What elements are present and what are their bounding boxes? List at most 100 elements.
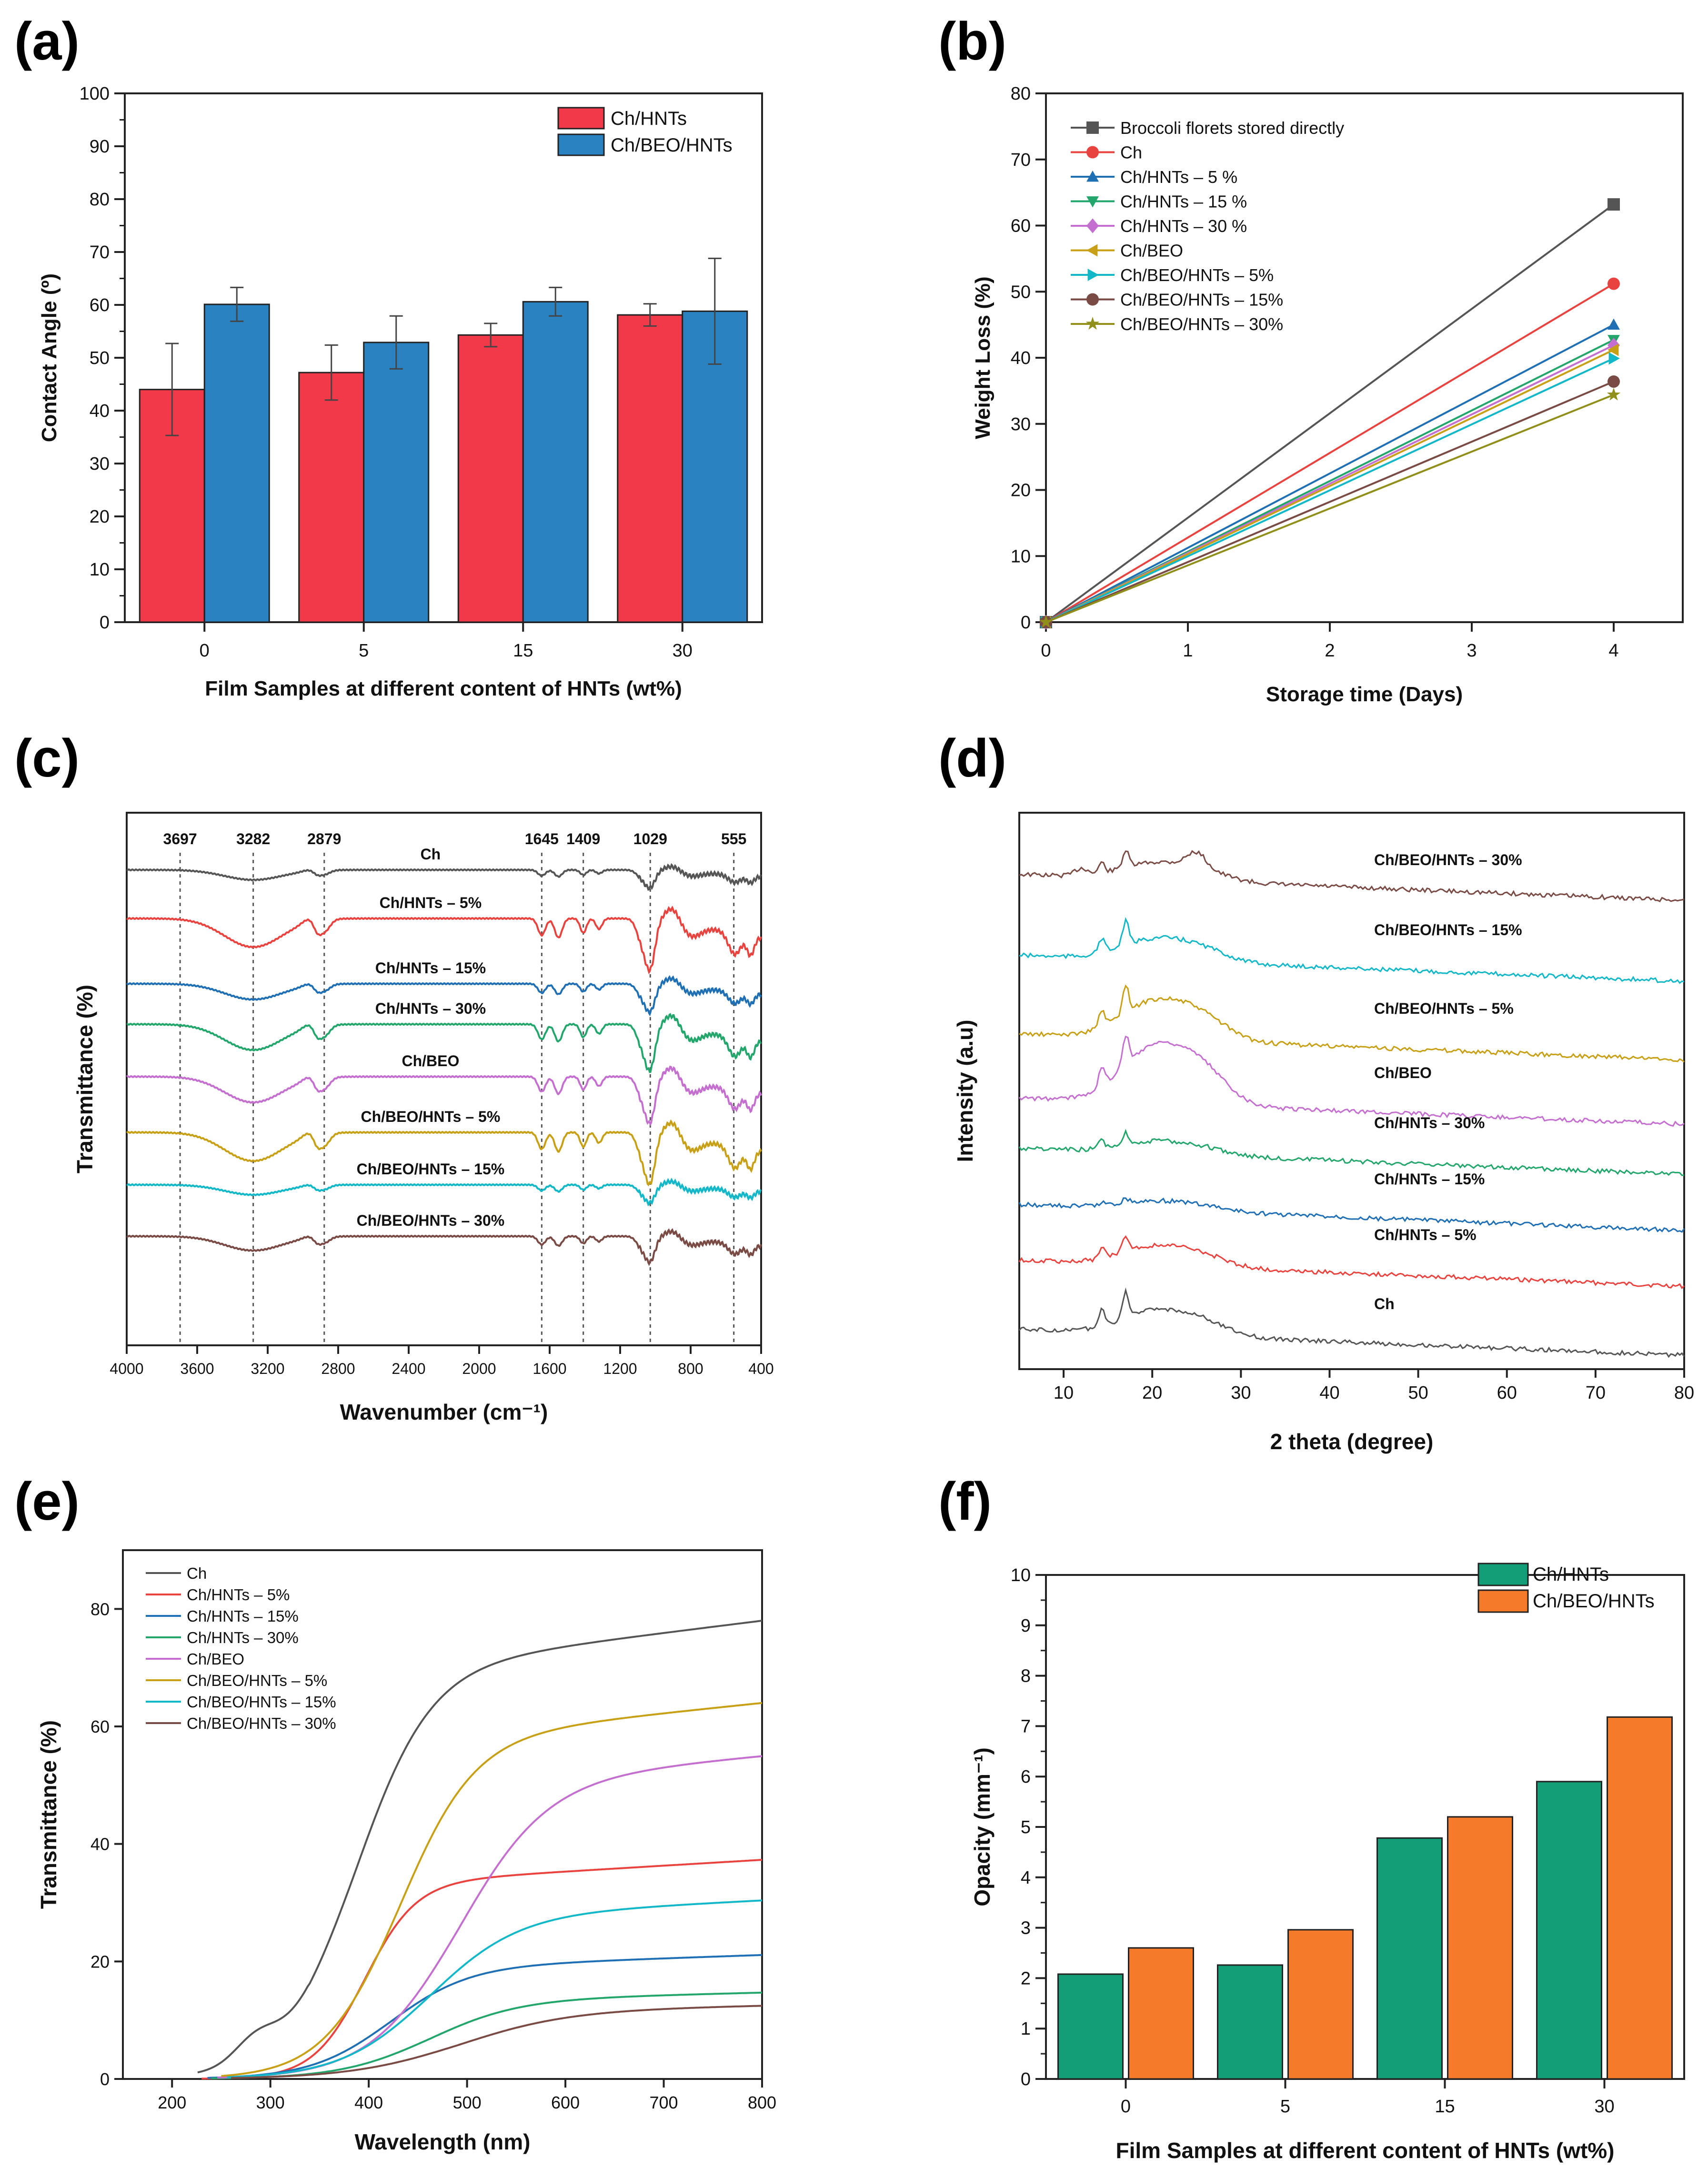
x-tick-label: 0 [1041, 641, 1051, 661]
y-tick-label: 4 [1021, 1868, 1031, 1888]
legend-label: Ch/BEO/HNTs – 5% [1120, 265, 1274, 285]
legend-marker [1087, 269, 1099, 281]
y-tick-label: 0 [1021, 2069, 1031, 2089]
chart-a: 0 10 20 30 40 50 60 70 80 90 100 0 5 15 30 Ch/HNTs Ch/BE… [38, 84, 763, 700]
x-axis-title: Film Samples at different content of HNT… [205, 677, 682, 700]
series-label: Ch/BEO/HNTs – 5% [361, 1108, 501, 1125]
data-point [1039, 615, 1053, 628]
x-tick-label: 4000 [110, 1360, 143, 1377]
bar-ch-beo-hnts-5 [1287, 1929, 1354, 2080]
series-label: Ch/BEO/HNTs – 5% [1374, 1000, 1514, 1017]
chart-d: 10 20 30 40 50 60 70 80 Ch/BEO/HNTs – 30% Ch/BEO/… [953, 812, 1694, 1454]
y-tick-label: 90 [90, 137, 110, 157]
x-tick-label: 80 [1674, 1383, 1694, 1403]
xrd-pattern [1018, 1129, 1685, 1176]
series-line [1045, 349, 1614, 623]
x-tick-label: 200 [158, 2093, 186, 2112]
y-tick-label: 20 [1011, 481, 1031, 501]
legend-label: Ch/HNTs – 5 % [1120, 167, 1237, 187]
bar-ch-beo-hnts-0 [203, 303, 270, 623]
bar-ch-beo-hnts-5 [363, 342, 430, 623]
data-point [1607, 387, 1621, 401]
legend-label: Ch/BEO/HNTs – 15% [187, 1693, 336, 1711]
x-tick-label: 2400 [392, 1360, 425, 1377]
x-tick-label: 1200 [603, 1360, 637, 1377]
legend-swatch [1477, 1563, 1529, 1586]
legend-label: Ch/HNTs – 15 % [1120, 192, 1247, 212]
y-tick-label: 9 [1021, 1616, 1031, 1636]
legend-label: Broccoli florets stored directly [1120, 118, 1344, 138]
ftir-spectrum [126, 905, 762, 975]
uv-vis-curve [197, 1620, 763, 2074]
y-tick-label: 80 [1011, 84, 1031, 104]
bar-ch-hnts-15 [1376, 1837, 1443, 2080]
plot-frame [126, 812, 762, 1346]
legend-label: Ch/BEO/HNTs – 5% [187, 1672, 327, 1689]
legend-label: Ch/HNTs – 5% [187, 1586, 290, 1604]
legend-label: Ch/BEO/HNTs – 30% [187, 1715, 336, 1732]
legend-label: Ch/BEO/HNTs [611, 135, 733, 156]
legend-marker [1086, 293, 1099, 306]
uv-vis-curve [217, 1755, 763, 2079]
series-label: Ch/HNTs – 30% [1374, 1114, 1485, 1131]
x-tick-label: 70 [1586, 1383, 1606, 1403]
x-axis-title: Storage time (Days) [1266, 683, 1463, 706]
ftir-spectrum [126, 1119, 762, 1187]
uv-vis-curve [221, 1702, 763, 2077]
x-tick-label: 0 [200, 641, 210, 661]
bar-ch-hnts-5 [1217, 1964, 1283, 2080]
y-tick-label: 80 [90, 190, 110, 210]
xrd-pattern [1018, 1287, 1685, 1358]
x-tick-label: 30 [1231, 1383, 1251, 1403]
legend-label: Ch/HNTs – 15% [187, 1607, 299, 1625]
legend-swatch [1477, 1589, 1529, 1613]
series-label: Ch/HNTs – 5% [1374, 1226, 1477, 1243]
x-tick-label: 400 [354, 2093, 383, 2112]
series-line [1045, 323, 1614, 623]
legend-swatch [557, 133, 605, 156]
y-tick-label: 10 [90, 560, 110, 580]
legend-marker [1086, 218, 1099, 233]
series-line [1045, 203, 1615, 623]
peak-label: 1029 [633, 830, 667, 847]
y-tick-label: 60 [90, 1717, 110, 1736]
x-axis-title: Wavelength (nm) [355, 2129, 531, 2154]
data-point [1608, 318, 1620, 330]
series-label: Ch/BEO/HNTs – 30% [1374, 851, 1522, 868]
x-tick-label: 1 [1183, 641, 1193, 661]
legend-label: Ch/HNTs [1533, 1564, 1609, 1585]
x-axis-title: Wavenumber (cm⁻¹) [340, 1400, 548, 1424]
series-line [1045, 282, 1615, 623]
legend-label: Ch/BEO [1120, 241, 1183, 261]
data-point [1608, 375, 1620, 388]
legend-marker [1085, 317, 1100, 330]
chart-c: 4000 3600 3200 2800 2400 2000 1600 1200 800 400 36… [72, 812, 774, 1424]
y-tick-label: 40 [90, 1835, 110, 1854]
legend-label: Ch [187, 1564, 207, 1582]
y-tick-label: 50 [90, 348, 110, 368]
legend-label: Ch/BEO/HNTs – 30% [1120, 314, 1283, 334]
x-tick-label: 15 [513, 641, 533, 661]
panel-label-c: (c) [14, 728, 80, 788]
x-tick-label: 1600 [532, 1360, 566, 1377]
series-label: Ch [1374, 1295, 1395, 1312]
legend-label: Ch/HNTs [611, 108, 687, 129]
legend-label: Ch/BEO/HNTs – 15% [1120, 290, 1283, 310]
x-tick-label: 5 [359, 641, 369, 661]
y-axis-title: Transmittance (%) [72, 985, 97, 1173]
series-line [1045, 381, 1614, 623]
y-tick-label: 70 [90, 242, 110, 262]
x-tick-label: 800 [748, 2093, 776, 2112]
y-tick-label: 20 [90, 1952, 110, 1971]
series-label: Ch/BEO/HNTs – 15% [1374, 921, 1522, 938]
series-label: Ch/HNTs – 15% [375, 959, 486, 977]
legend-marker [1086, 244, 1098, 257]
x-tick-label: 3600 [180, 1360, 214, 1377]
y-tick-label: 40 [1011, 348, 1031, 368]
xrd-pattern [1019, 984, 1685, 1063]
plot-frame [1018, 812, 1685, 1370]
uv-vis-curve [207, 1954, 763, 2079]
series-label: Ch/HNTs – 15% [1374, 1170, 1485, 1188]
y-axis-title: Intensity (a.u) [953, 1019, 977, 1162]
x-tick-label: 20 [1142, 1383, 1162, 1403]
